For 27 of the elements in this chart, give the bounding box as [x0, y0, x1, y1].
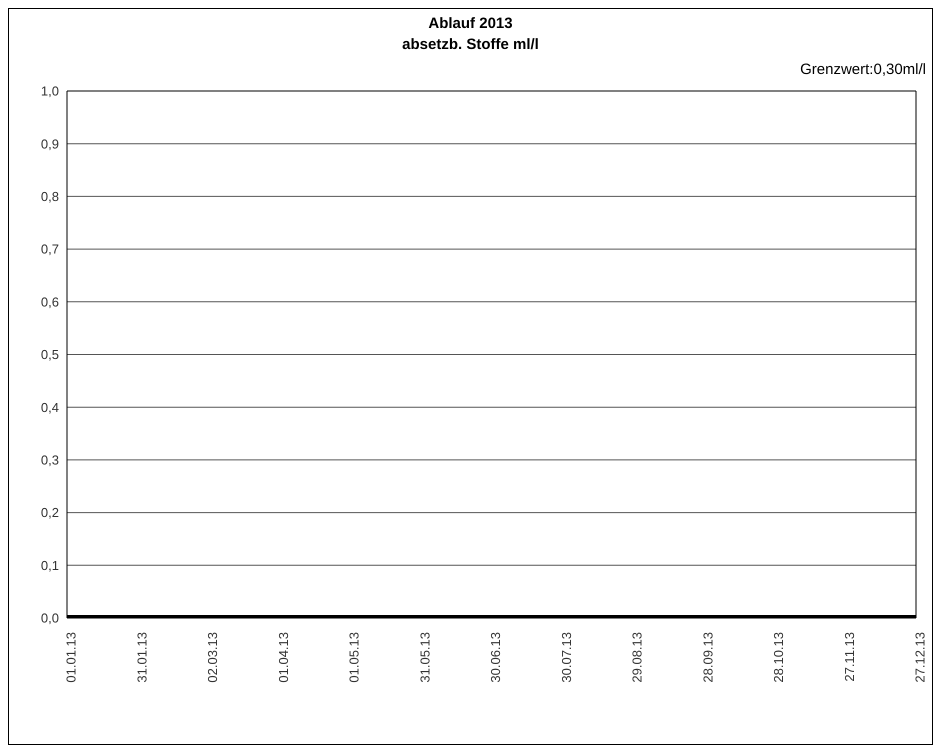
x-tick-label: 28.09.13 — [700, 632, 716, 683]
x-tick-label: 02.03.13 — [205, 632, 220, 683]
y-tick-label: 0,3 — [40, 452, 59, 468]
x-tick-label: 30.07.13 — [558, 632, 574, 683]
x-tick-label: 01.05.13 — [346, 632, 362, 683]
x-tick-label: 27.12.13 — [912, 632, 928, 683]
x-tick-label: 29.08.13 — [630, 632, 644, 683]
y-tick-label: 0,0 — [40, 610, 59, 626]
chart-subtitle: absetzb. Stoffe ml/l — [401, 36, 540, 53]
x-tick-label: 28.10.13 — [771, 632, 786, 683]
text: Grenzwert:0,30ml/l — [799, 61, 926, 78]
x-tick-label: 31.01.13 — [134, 632, 150, 683]
x-tick-label: 01.04.13 — [276, 632, 291, 683]
y-tick-label: 0,2 — [40, 505, 59, 520]
x-tick-label: 31.05.13 — [417, 632, 432, 683]
chart-title: Ablauf 2013 — [427, 15, 514, 32]
y-tick-label: 0,8 — [40, 189, 59, 204]
x-tick-label: 27.11.13 — [842, 632, 857, 682]
y-tick-label: 0,4 — [40, 400, 59, 415]
y-tick-label: 0,9 — [40, 136, 59, 152]
y-tick-label: 0,5 — [40, 347, 59, 362]
y-tick-label: 0,7 — [40, 242, 59, 257]
x-tick-label: 01.01.13 — [64, 632, 78, 683]
y-tick-label: 0,6 — [40, 294, 59, 310]
y-tick-label: 1,0 — [40, 84, 59, 99]
y-tick-label: 0,1 — [40, 558, 59, 573]
x-tick-label: 30.06.13 — [488, 632, 503, 683]
